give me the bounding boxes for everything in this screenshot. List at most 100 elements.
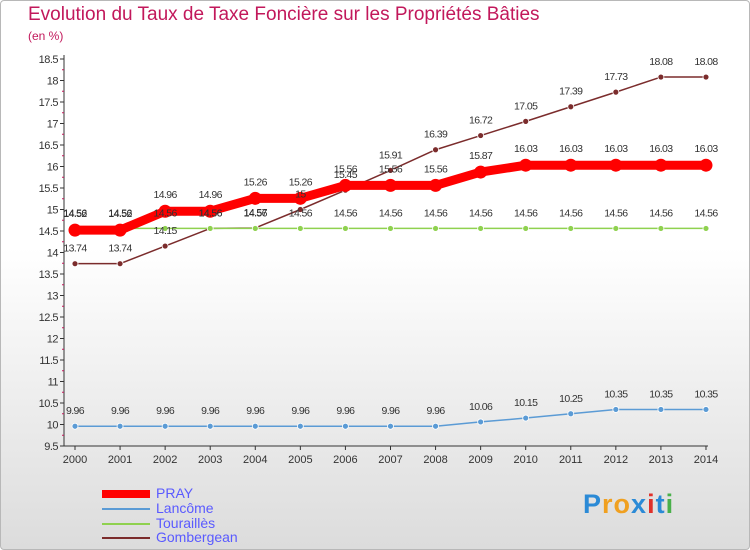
x-tick-label: 2006 [333, 454, 357, 466]
logo-letter: x [631, 489, 648, 519]
data-label-gombergean: 13.74 [108, 243, 132, 255]
data-point-lancome [702, 406, 710, 413]
data-point-pray [699, 158, 713, 172]
data-point-pray [474, 165, 488, 179]
data-point-pray [519, 158, 533, 172]
data-label-gombergean: 15 [295, 189, 306, 201]
data-label-pray: 16.03 [514, 143, 538, 155]
data-label-lancome: 10.25 [559, 393, 583, 405]
data-point-pray [113, 223, 127, 237]
data-point-gombergean [161, 242, 169, 250]
data-label-lancome: 9.96 [201, 405, 220, 417]
data-label-tourailles: 14.56 [694, 207, 718, 219]
data-label-gombergean: 14.15 [153, 225, 177, 237]
data-point-lancome [522, 414, 530, 422]
data-point-pray [248, 191, 262, 205]
legend-swatch-gombergean [102, 537, 150, 539]
data-point-tourailles [702, 225, 710, 232]
legend-swatch-pray [102, 490, 150, 498]
x-tick-label: 2010 [513, 454, 537, 466]
data-point-tourailles [161, 225, 169, 232]
data-label-tourailles: 14.56 [63, 207, 87, 219]
data-point-tourailles [477, 225, 485, 232]
x-tick-label: 2005 [288, 454, 312, 466]
data-label-lancome: 9.96 [111, 405, 130, 417]
y-tick-label: 16.5 [39, 140, 59, 152]
data-label-gombergean: 14.57 [244, 207, 268, 219]
data-point-gombergean [296, 206, 304, 213]
data-point-tourailles [206, 225, 214, 232]
x-tick-label: 2013 [649, 454, 673, 466]
legend-label-lancome: Lancôme [156, 500, 214, 516]
data-label-tourailles: 14.56 [559, 207, 583, 219]
data-point-pray [383, 178, 397, 192]
data-point-lancome [657, 406, 665, 413]
data-point-lancome [161, 422, 169, 430]
logo-letter: i [665, 489, 675, 519]
data-point-gombergean [702, 73, 710, 81]
data-label-gombergean: 15.91 [379, 149, 403, 161]
y-tick-label: 12 [47, 334, 59, 346]
y-tick-label: 13.5 [39, 269, 59, 281]
logo-letter: t [655, 489, 666, 519]
data-point-lancome [567, 410, 575, 418]
x-tick-label: 2007 [378, 454, 402, 466]
data-point-lancome [71, 422, 79, 430]
data-point-gombergean [522, 117, 530, 125]
data-point-pray [158, 204, 172, 218]
logo-letter: P [583, 489, 603, 519]
x-tick-label: 2003 [198, 454, 222, 466]
legend-swatch-tourailles [102, 523, 150, 525]
y-tick-label: 10.5 [39, 398, 59, 410]
data-label-pray: 16.03 [694, 143, 718, 155]
x-tick-label: 2001 [108, 454, 132, 466]
data-label-pray: 16.03 [649, 143, 673, 155]
y-tick-label: 14.5 [39, 226, 59, 238]
y-tick-label: 14 [47, 248, 59, 260]
data-point-lancome [342, 422, 349, 430]
data-point-pray [68, 223, 82, 237]
data-point-gombergean [116, 260, 124, 268]
data-label-lancome: 10.35 [694, 388, 718, 400]
data-label-gombergean: 16.72 [469, 115, 493, 127]
data-point-pray [429, 178, 443, 192]
data-label-gombergean: 17.39 [559, 86, 583, 98]
logo-letter: r [602, 489, 614, 519]
data-label-gombergean: 16.39 [424, 129, 448, 141]
data-label-tourailles: 14.56 [244, 207, 268, 219]
x-tick-label: 2014 [694, 454, 718, 466]
data-label-pray: 15.87 [469, 150, 493, 162]
y-tick-label: 15.5 [39, 183, 59, 195]
data-label-gombergean: 15.45 [334, 169, 358, 181]
data-label-tourailles: 14.56 [604, 207, 628, 219]
y-tick-label: 9.5 [44, 441, 58, 453]
data-label-gombergean: 18.08 [649, 56, 673, 68]
data-point-tourailles [432, 225, 439, 232]
legend-label-tourailles: Touraillès [156, 515, 216, 531]
data-label-pray: 15.56 [379, 163, 403, 175]
data-label-lancome: 9.96 [66, 405, 85, 417]
data-point-lancome [116, 422, 124, 430]
data-point-tourailles [342, 225, 349, 232]
data-point-tourailles [567, 225, 575, 232]
data-label-pray: 14.96 [153, 189, 177, 201]
data-point-lancome [612, 406, 620, 413]
data-label-gombergean: 17.73 [604, 71, 628, 83]
data-label-gombergean: 13.74 [63, 243, 87, 255]
data-label-lancome: 9.96 [381, 405, 400, 417]
data-point-tourailles [657, 225, 665, 232]
data-label-tourailles: 14.56 [469, 207, 493, 219]
x-tick-label: 2011 [559, 454, 583, 466]
unit-label: (en %) [28, 29, 64, 43]
y-tick-label: 10 [47, 420, 59, 432]
y-tick-label: 13 [47, 291, 59, 303]
data-point-gombergean [477, 132, 485, 139]
y-tick-label: 16 [47, 162, 59, 174]
data-point-tourailles [522, 225, 530, 232]
data-label-tourailles: 14.56 [424, 207, 448, 219]
data-label-lancome: 9.96 [246, 405, 265, 417]
data-point-lancome [477, 418, 485, 426]
data-label-tourailles: 14.56 [379, 207, 403, 219]
